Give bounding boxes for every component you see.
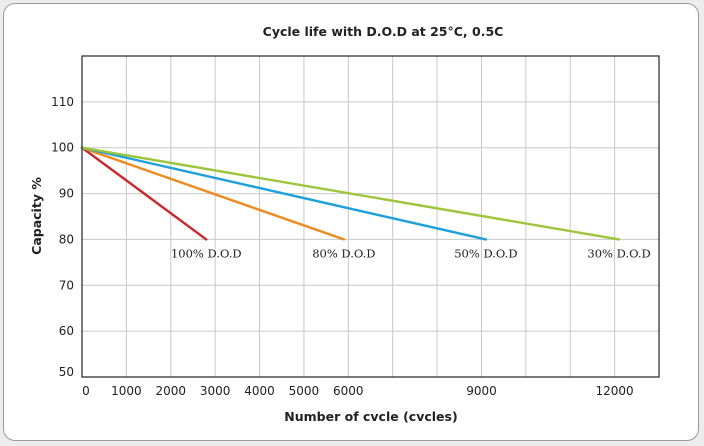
x-tick-label: 9000: [466, 384, 497, 398]
series-annotation: 30% D.O.D: [587, 246, 650, 260]
series-annotation: 80% D.O.D: [312, 246, 375, 260]
x-tick-label: 4000: [244, 384, 275, 398]
series-lines: [80, 146, 621, 241]
x-tick-label: 0: [82, 384, 90, 398]
series-annotation: 50% D.O.D: [454, 246, 517, 260]
grid: [82, 56, 659, 377]
x-axis-label: Number of cvcle (cvcles): [284, 409, 457, 424]
chart-card: [3, 3, 699, 441]
y-tick-label: 90: [59, 187, 74, 201]
y-tick-label: 50: [59, 365, 74, 379]
x-tick-label: 6000: [333, 384, 364, 398]
y-tick-label: 110: [51, 95, 74, 109]
chart-title: Cycle life with D.O.D at 25°C, 0.5C: [263, 24, 504, 39]
series-line: [80, 146, 208, 241]
y-tick-label: 80: [59, 232, 74, 246]
series-line: [80, 146, 488, 241]
x-tick-label: 12000: [596, 384, 634, 398]
series-line: [80, 146, 346, 241]
x-tick-label: 2000: [155, 384, 186, 398]
y-axis-label: Capacity %: [29, 177, 44, 255]
series-line: [80, 146, 621, 241]
plot-frame: [81, 55, 660, 378]
series-annotations: 100% D.O.D 80% D.O.D 50% D.O.D 30% D.O.D: [171, 246, 651, 260]
y-tick-label: 60: [59, 324, 74, 338]
y-tick-labels: 50 60 70 80 90 100 110: [51, 95, 74, 379]
y-tick-label: 100: [51, 141, 74, 155]
x-tick-label: 5000: [289, 384, 320, 398]
x-tick-label: 3000: [200, 384, 231, 398]
x-tick-label: 1000: [111, 384, 142, 398]
x-tick-labels: 0 1000 2000 3000 4000 5000 6000 9000 12000: [82, 384, 634, 398]
series-annotation: 100% D.O.D: [171, 246, 242, 260]
y-tick-label: 70: [59, 278, 74, 292]
